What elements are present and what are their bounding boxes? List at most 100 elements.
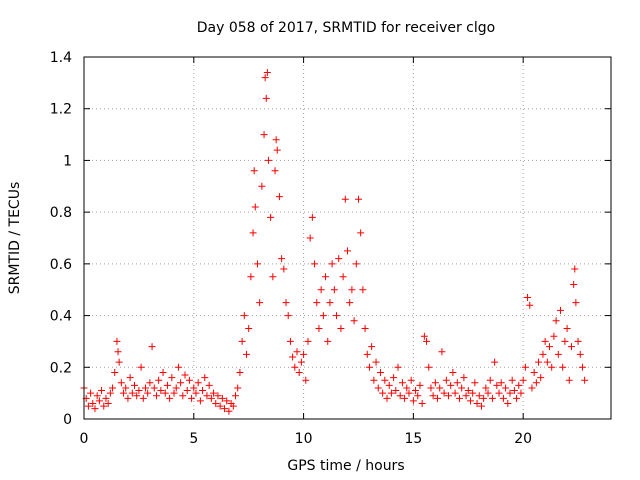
data-point xyxy=(455,394,463,402)
data-point xyxy=(466,397,474,405)
data-point xyxy=(451,389,459,397)
data-point xyxy=(412,387,420,395)
data-point xyxy=(365,363,373,371)
data-point xyxy=(495,389,503,397)
data-point xyxy=(368,343,376,351)
data-point xyxy=(541,337,549,345)
data-point xyxy=(499,394,507,402)
x-tick-label: 0 xyxy=(80,431,89,447)
data-point xyxy=(174,363,182,371)
x-tick-label: 5 xyxy=(189,431,198,447)
data-point xyxy=(493,381,501,389)
data-point xyxy=(100,402,108,410)
data-point xyxy=(205,381,213,389)
data-point xyxy=(488,394,496,402)
data-point xyxy=(477,402,485,410)
data-point xyxy=(181,371,189,379)
data-point xyxy=(179,392,187,400)
data-point xyxy=(122,384,130,392)
data-point xyxy=(563,325,571,332)
data-point xyxy=(513,394,521,402)
data-point xyxy=(212,399,220,407)
data-point xyxy=(262,94,270,102)
data-point xyxy=(93,392,101,400)
data-point xyxy=(258,182,266,190)
data-point xyxy=(363,350,371,358)
data-point xyxy=(98,387,106,395)
data-point xyxy=(519,376,527,384)
data-point xyxy=(223,397,231,405)
y-tick-label: 0.8 xyxy=(50,205,72,221)
data-point xyxy=(341,195,349,203)
data-point xyxy=(473,399,481,407)
data-point xyxy=(170,389,178,397)
data-point xyxy=(333,312,341,320)
data-point xyxy=(120,389,128,397)
data-point xyxy=(104,399,112,407)
data-point xyxy=(510,387,518,395)
data-point xyxy=(207,394,215,402)
data-point xyxy=(159,368,167,376)
data-point xyxy=(89,399,97,407)
data-point xyxy=(273,146,281,154)
data-point xyxy=(267,213,275,221)
data-point xyxy=(263,69,271,77)
y-tick-label: 0.4 xyxy=(50,309,72,325)
data-point xyxy=(155,376,163,384)
data-point xyxy=(286,337,294,345)
data-point xyxy=(576,350,584,358)
data-point xyxy=(484,389,492,397)
data-point xyxy=(352,260,360,268)
data-point xyxy=(532,379,540,387)
x-tick-label: 20 xyxy=(514,431,532,447)
chart-title: Day 058 of 2017, SRMTID for receiver clg… xyxy=(197,20,495,36)
data-point xyxy=(91,405,99,413)
y-tick-label: 1.4 xyxy=(50,50,72,66)
data-point xyxy=(346,299,354,307)
data-point xyxy=(126,374,134,382)
data-point xyxy=(245,325,253,332)
data-point xyxy=(565,376,573,384)
data-point xyxy=(385,381,393,389)
data-point xyxy=(114,348,122,356)
data-point xyxy=(95,397,103,405)
data-point xyxy=(203,392,211,400)
data-point xyxy=(550,332,558,340)
data-point xyxy=(475,392,483,400)
data-point xyxy=(401,394,409,402)
data-point xyxy=(379,389,387,397)
data-point xyxy=(548,363,556,371)
data-point xyxy=(572,299,580,307)
data-point xyxy=(405,389,413,397)
data-point xyxy=(256,299,264,307)
data-point xyxy=(229,402,237,410)
data-point xyxy=(387,389,395,397)
data-point xyxy=(291,363,299,371)
data-point xyxy=(282,299,290,307)
data-point xyxy=(250,167,258,175)
data-point xyxy=(188,394,196,402)
data-point xyxy=(124,394,132,402)
data-point xyxy=(315,325,323,332)
data-point xyxy=(293,348,301,356)
data-point xyxy=(471,379,479,387)
axis-ticks xyxy=(83,56,611,420)
data-point xyxy=(567,343,575,351)
data-point xyxy=(427,384,435,392)
data-point xyxy=(161,389,169,397)
data-point xyxy=(528,384,536,392)
data-point xyxy=(300,350,308,358)
data-point xyxy=(578,363,586,371)
data-point xyxy=(556,306,564,314)
data-point xyxy=(261,74,269,82)
data-point xyxy=(84,402,92,410)
data-point xyxy=(272,136,280,144)
data-point xyxy=(240,312,248,320)
data-point xyxy=(442,376,450,384)
data-point xyxy=(115,358,123,366)
data-point xyxy=(554,350,562,358)
data-point xyxy=(407,376,415,384)
data-point xyxy=(423,337,431,345)
data-point xyxy=(370,376,378,384)
data-point xyxy=(183,387,191,395)
